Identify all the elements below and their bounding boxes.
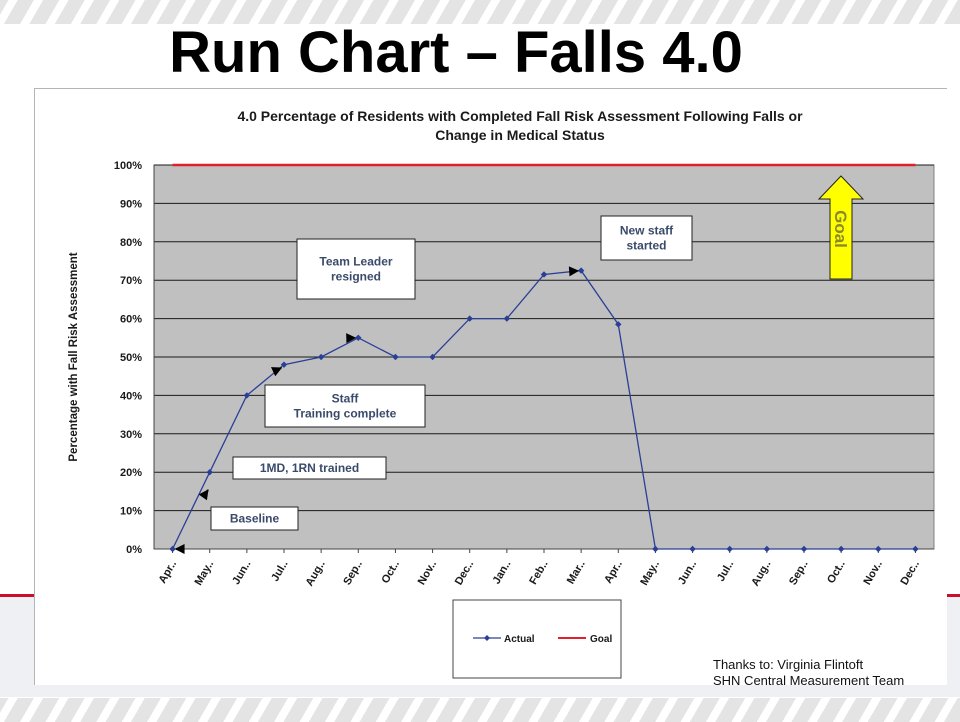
annotation-text: resigned bbox=[331, 270, 381, 284]
x-tick-label: Nov.. bbox=[861, 559, 884, 588]
x-tick-label: Oct.. bbox=[825, 559, 848, 586]
chart-title-line-2: Change in Medical Status bbox=[435, 127, 605, 143]
bottom-stripe-decoration bbox=[0, 698, 960, 722]
slide-title: Run Chart – Falls 4.0 bbox=[0, 18, 912, 88]
goal-arrow-label: Goal bbox=[831, 210, 850, 248]
x-tick-label: May.. bbox=[638, 559, 662, 588]
y-axis-title: Percentage with Fall Risk Assessment bbox=[68, 252, 80, 461]
x-tick-label: Mar.. bbox=[565, 559, 588, 587]
x-tick-label: Jan.. bbox=[491, 559, 514, 587]
x-tick-label: Aug.. bbox=[749, 559, 773, 589]
chart-title-line-1: 4.0 Percentage of Residents with Complet… bbox=[237, 108, 803, 124]
y-tick-label: 70% bbox=[120, 275, 142, 287]
x-tick-label: Jul.. bbox=[269, 559, 290, 584]
annotation-text: Team Leader bbox=[319, 255, 392, 269]
x-tick-label: Dec.. bbox=[453, 559, 477, 588]
y-tick-label: 20% bbox=[120, 467, 142, 479]
y-tick-label: 90% bbox=[120, 198, 142, 210]
legend-label-actual: Actual bbox=[504, 634, 535, 645]
run-chart: 4.0 Percentage of Residents with Complet… bbox=[35, 89, 947, 685]
x-tick-label: Sep.. bbox=[341, 559, 365, 588]
annotation-text: New staff bbox=[620, 224, 674, 238]
x-tick-label: Dec.. bbox=[898, 559, 922, 588]
y-tick-label: 80% bbox=[120, 237, 142, 249]
x-tick-label: Jun.. bbox=[230, 559, 253, 587]
x-tick-label: Sep.. bbox=[787, 559, 811, 588]
legend-label-goal: Goal bbox=[590, 634, 612, 645]
annotation-text: Staff bbox=[332, 392, 360, 406]
annotation-text: Baseline bbox=[230, 512, 280, 526]
x-tick-label: Feb.. bbox=[527, 559, 550, 587]
x-tick-label: Aug.. bbox=[304, 559, 328, 589]
x-tick-label: Apr.. bbox=[602, 559, 625, 586]
x-tick-label: Apr.. bbox=[157, 559, 180, 586]
x-tick-label: Jul.. bbox=[715, 559, 736, 584]
x-tick-label: Oct.. bbox=[379, 559, 402, 586]
annotation-text: 1MD, 1RN trained bbox=[260, 461, 359, 475]
y-tick-label: 60% bbox=[120, 314, 142, 326]
y-tick-label: 30% bbox=[120, 429, 142, 441]
chart-frame: 4.0 Percentage of Residents with Complet… bbox=[34, 88, 947, 685]
y-tick-label: 100% bbox=[114, 160, 142, 172]
credit-block: Thanks to: Virginia Flintoft SHN Central… bbox=[713, 657, 958, 689]
y-tick-label: 0% bbox=[126, 544, 142, 556]
y-tick-label: 40% bbox=[120, 390, 142, 402]
annotation-text: Training complete bbox=[294, 407, 397, 421]
x-tick-label: Jun.. bbox=[676, 559, 699, 587]
credit-line-2: SHN Central Measurement Team bbox=[713, 673, 958, 689]
x-tick-label: Nov.. bbox=[416, 559, 439, 588]
x-tick-label: May.. bbox=[193, 559, 217, 588]
y-tick-label: 10% bbox=[120, 506, 142, 518]
annotation-text: started bbox=[626, 239, 666, 253]
y-tick-label: 50% bbox=[120, 352, 142, 364]
credit-line-1: Thanks to: Virginia Flintoft bbox=[713, 657, 958, 673]
